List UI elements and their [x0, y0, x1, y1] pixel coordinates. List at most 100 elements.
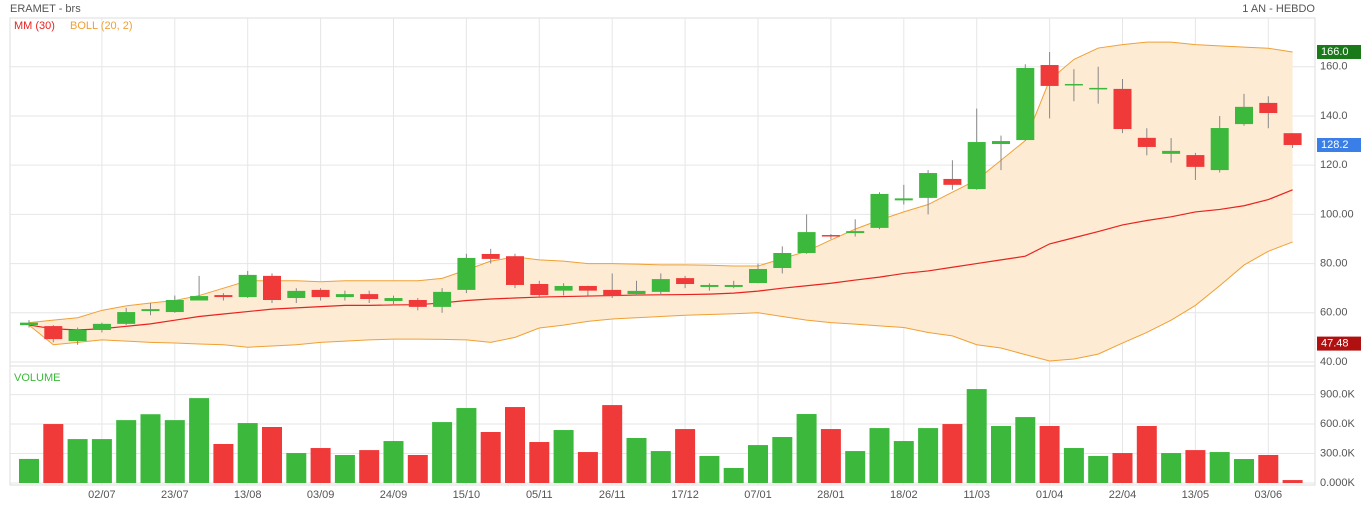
volume-bar [699, 455, 720, 483]
legend-ma: MM (30) [14, 20, 55, 32]
volume-bar [553, 430, 574, 483]
volume-bar [796, 414, 817, 483]
candle-body [141, 309, 160, 312]
candle-body [433, 291, 452, 307]
candle-body [846, 231, 865, 234]
x-tick-label: 11/03 [963, 489, 990, 501]
candle-body [263, 275, 281, 300]
candle-body [603, 289, 622, 297]
chart-title: ERAMET - brs [10, 3, 81, 15]
candle-body [530, 284, 549, 296]
volume-bar [942, 424, 963, 483]
volume-bar [140, 414, 161, 483]
volume-bar [1185, 450, 1206, 483]
x-tick-label: 22/04 [1109, 489, 1137, 501]
price-marker-label: 47.48 [1321, 338, 1349, 350]
volume-bar [480, 432, 501, 483]
volume-bar [334, 454, 355, 483]
y-tick-label: 40.00 [1320, 356, 1348, 368]
y-tick-label: 0.000K [1320, 477, 1356, 489]
volume-panel [9, 365, 1316, 486]
volume-bar [966, 389, 987, 483]
volume-bar [1258, 454, 1279, 483]
candle-body [1040, 65, 1059, 86]
candle-body [1259, 102, 1278, 114]
volume-bar [820, 429, 841, 483]
candle-body [335, 294, 354, 298]
candle-body [1089, 87, 1108, 90]
volume-bar [869, 428, 890, 483]
volume-bar [650, 451, 671, 483]
y-tick-label: 140.0 [1320, 110, 1348, 122]
volume-bar [602, 405, 623, 483]
volume-bar [1039, 426, 1060, 483]
x-tick-label: 03/09 [307, 489, 335, 501]
candle-body [384, 298, 403, 301]
volume-bar [845, 451, 866, 483]
volume-bar [675, 429, 696, 483]
price-marker-label: 128.2 [1321, 139, 1349, 151]
candle-body [578, 285, 597, 291]
candle-body [1113, 88, 1132, 129]
volume-bar [1209, 452, 1230, 483]
volume-bar [67, 439, 88, 483]
candle-body [554, 285, 573, 291]
volume-bar [626, 437, 647, 483]
candle-body [627, 290, 646, 295]
candle-body [724, 284, 743, 287]
candle-body [20, 322, 38, 326]
volume-bar [1088, 455, 1109, 483]
volume-bar [893, 441, 914, 483]
band-fill [29, 42, 1293, 362]
volume-bar [505, 407, 525, 483]
candle-body [287, 290, 306, 299]
candle-body [919, 173, 938, 198]
volume-bar [723, 467, 744, 483]
x-tick-label: 13/08 [234, 489, 262, 501]
volume-bar [991, 426, 1011, 483]
volume-bar [577, 452, 598, 483]
x-tick-label: 01/04 [1036, 489, 1064, 501]
candle-body [870, 193, 889, 228]
candle-body [773, 253, 792, 269]
volume-bar [310, 448, 331, 483]
y-tick-label: 60.00 [1320, 307, 1348, 319]
candle-body [1235, 106, 1253, 125]
x-tick-label: 26/11 [599, 489, 626, 501]
candle-body [1210, 128, 1229, 171]
price-marker [1317, 44, 1361, 59]
volume-bar [213, 443, 234, 483]
volume-bar [262, 426, 282, 483]
volume-bar [189, 398, 210, 483]
candle-body [821, 235, 840, 237]
x-tick-label: 18/02 [890, 489, 918, 501]
y-tick-label: 80.00 [1320, 257, 1348, 269]
volume-bar [286, 453, 307, 483]
candle-body [238, 274, 257, 298]
price-marker-label: 166.0 [1321, 46, 1349, 58]
y-tick-label: 600.0K [1320, 418, 1356, 430]
volume-bar [407, 454, 428, 483]
volume-bar [1015, 417, 1036, 483]
candle-body [1137, 137, 1156, 147]
candle-body [1162, 150, 1181, 154]
volume-bar [1234, 459, 1254, 483]
candle-body [408, 299, 427, 307]
candle-body [1016, 67, 1035, 141]
x-tick-label: 17/12 [671, 489, 699, 501]
candle-body [44, 326, 63, 340]
volume-bar [1282, 480, 1303, 483]
candle-body [92, 323, 111, 331]
volume-bar [1161, 453, 1182, 483]
candle-body [190, 296, 209, 301]
y-tick-label: 300.0K [1320, 447, 1356, 459]
price-marker [1317, 336, 1361, 351]
x-tick-label: 13/05 [1182, 489, 1210, 501]
legend-boll: BOLL (20, 2) [70, 20, 133, 32]
y-tick-label: 160.0 [1320, 61, 1348, 73]
price-marker [1317, 137, 1361, 152]
candle-body [1186, 155, 1205, 167]
y-tick-label: 100.00 [1320, 208, 1354, 220]
volume-bar [43, 424, 64, 483]
volume-title: VOLUME [14, 372, 60, 384]
